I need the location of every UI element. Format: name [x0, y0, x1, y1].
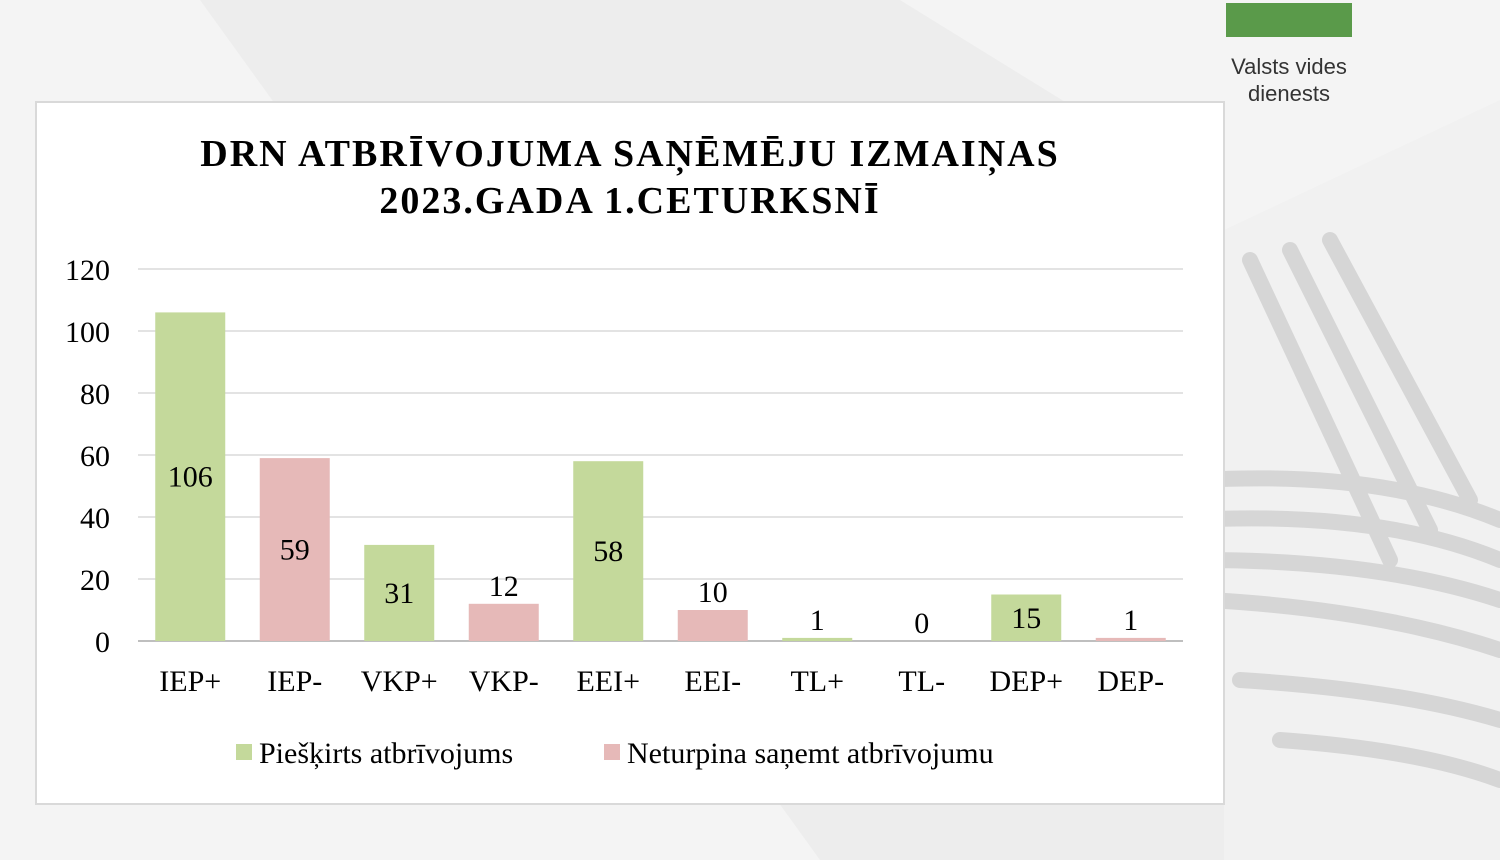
y-tick-label: 0	[95, 626, 110, 659]
y-tick-label: 120	[65, 254, 110, 287]
logo-mark	[1226, 3, 1352, 37]
x-tick-label: TL-	[898, 665, 945, 698]
chart-title: 2023.GADA 1.CETURKSNĪ	[379, 180, 880, 222]
y-tick-label: 40	[80, 502, 110, 535]
x-tick-label: VKP-	[469, 665, 539, 698]
x-tick-label: IEP-	[267, 665, 322, 698]
y-tick-label: 100	[65, 316, 110, 349]
x-tick-label: VKP+	[361, 665, 438, 698]
logo-text: dienests	[1248, 81, 1330, 106]
legend-swatch	[236, 744, 252, 760]
data-label: 58	[593, 535, 623, 568]
data-label: 10	[698, 576, 728, 609]
bar	[259, 458, 330, 641]
logo-text: Valsts vides	[1231, 54, 1347, 79]
bar	[782, 637, 853, 641]
bar	[1095, 637, 1166, 641]
legend-swatch	[604, 744, 620, 760]
legend-label: Neturpina saņemt atbrīvojumu	[627, 737, 994, 770]
data-label: 1	[810, 604, 825, 637]
x-tick-label: DEP-	[1097, 665, 1164, 698]
bar	[677, 610, 748, 641]
legend-label: Piešķirts atbrīvojums	[259, 737, 513, 770]
x-tick-label: IEP+	[159, 665, 221, 698]
chart-title: DRN ATBRĪVOJUMA SAŅĒMĒJU IZMAIŅAS	[200, 133, 1059, 176]
data-label: 12	[489, 570, 519, 603]
bar	[573, 461, 644, 641]
y-tick-label: 60	[80, 440, 110, 473]
chart-panel	[35, 101, 1225, 805]
data-label: 31	[384, 577, 414, 610]
bar	[155, 312, 226, 641]
data-label: 59	[280, 534, 310, 567]
bar	[364, 544, 435, 641]
y-tick-label: 80	[80, 378, 110, 411]
y-tick-label: 20	[80, 564, 110, 597]
data-label: 1	[1123, 604, 1138, 637]
x-tick-label: DEP+	[989, 665, 1063, 698]
data-label: 106	[168, 461, 213, 494]
bar	[468, 603, 539, 641]
x-tick-label: EEI-	[684, 665, 741, 698]
data-label: 0	[914, 607, 929, 640]
x-tick-label: EEI+	[576, 665, 640, 698]
bar	[991, 594, 1062, 641]
x-tick-label: TL+	[790, 665, 844, 698]
data-label: 15	[1011, 602, 1041, 635]
